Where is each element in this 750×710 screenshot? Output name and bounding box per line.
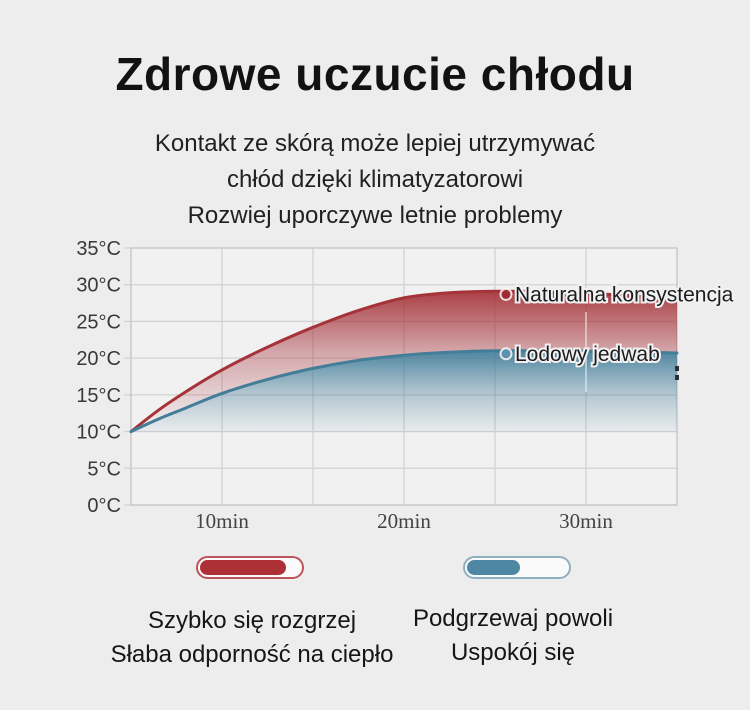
- subtitle-line: Rozwiej uporczywe letnie problemy: [187, 202, 563, 229]
- temperature-chart: Naturalna konsystencja Lodowy jedwab 0°C 5°…: [0, 230, 750, 542]
- ice-silk-curve: [129, 349, 679, 434]
- pill-fill: [200, 560, 286, 575]
- caption-line: Uspokój się: [450, 639, 576, 666]
- y-tick-label: 15°C: [76, 385, 121, 407]
- natural-texture-area: [131, 291, 677, 432]
- y-tick-label: 30°C: [76, 275, 121, 297]
- subtitle-line: Kontakt ze skórą może lepiej utrzymywać: [154, 130, 596, 157]
- y-tick-label: 20°C: [76, 348, 121, 370]
- pill-fill: [467, 560, 520, 575]
- x-tick-label: 30min: [559, 509, 613, 533]
- caption-line: Szybko się rozgrzej: [147, 607, 357, 634]
- y-tick-label: 10°C: [76, 422, 121, 444]
- ice-silk-area: [131, 350, 677, 432]
- subtitle-line: chłód dzięki klimatyzatorowi: [226, 166, 524, 193]
- stray-colon-artifact: [675, 366, 679, 371]
- fast-heat-pill: [196, 556, 304, 579]
- series-dot: [499, 287, 513, 301]
- caption-line: Podgrzewaj powoli: [412, 605, 614, 632]
- stray-colon-artifact: [675, 375, 679, 380]
- series-label: Naturalna konsystencja: [515, 283, 734, 306]
- page-title: Zdrowe uczucie chłodu: [115, 48, 635, 100]
- series-label: Lodowy jedwab: [515, 343, 660, 366]
- natural-texture-curve: [129, 289, 679, 434]
- slow-heat-caption: Podgrzewaj powoli Uspokój się: [388, 602, 638, 670]
- y-tick-label: 35°C: [76, 238, 121, 260]
- y-tick-label: 5°C: [87, 458, 121, 480]
- subtitle: Kontakt ze skórą może lepiej utrzymywać …: [0, 126, 750, 234]
- y-tick-label: 25°C: [76, 311, 121, 333]
- x-tick-label: 10min: [195, 509, 249, 533]
- chart-svg: Naturalna konsystencja Lodowy jedwab 0°C 5°…: [76, 238, 735, 533]
- x-tick-label: 20min: [377, 509, 431, 533]
- caption-line: Słaba odporność na ciepło: [110, 641, 394, 668]
- series-dot: [499, 347, 513, 361]
- y-tick-label: 0°C: [87, 495, 121, 517]
- fast-heat-caption: Szybko się rozgrzej Słaba odporność na c…: [78, 604, 426, 672]
- slow-heat-pill: [463, 556, 571, 579]
